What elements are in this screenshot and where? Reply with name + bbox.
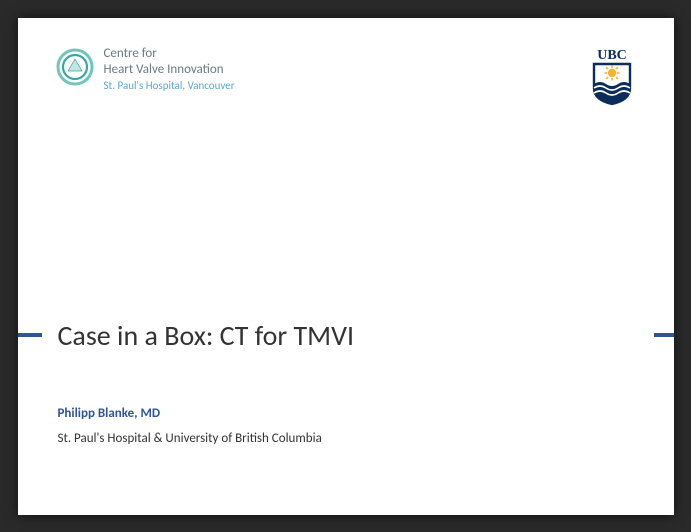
title-row: Case in a Box: CT for TMVI (18, 318, 674, 353)
slide: Centre for Heart Valve Innovation St. Pa… (18, 18, 674, 515)
accent-bar-right (654, 333, 674, 337)
org-text: Centre for Heart Valve Innovation St. Pa… (104, 46, 235, 93)
org-line2: Heart Valve Innovation (104, 62, 235, 78)
org-line1: Centre for (104, 46, 235, 62)
org-block: Centre for Heart Valve Innovation St. Pa… (56, 46, 235, 93)
org-line3: St. Paul's Hospital, Vancouver (104, 79, 235, 93)
accent-bar-left (18, 333, 42, 337)
author-block: Philipp Blanke, MD St. Paul's Hospital &… (58, 406, 322, 446)
slide-title: Case in a Box: CT for TMVI (42, 318, 371, 353)
slide-header: Centre for Heart Valve Innovation St. Pa… (56, 46, 636, 111)
author-name: Philipp Blanke, MD (58, 406, 322, 421)
svg-text:UBC: UBC (597, 48, 627, 63)
heart-valve-innovation-logo-icon (56, 48, 94, 91)
title-zone: Case in a Box: CT for TMVI (18, 318, 674, 353)
author-affiliation: St. Paul's Hospital & University of Brit… (58, 431, 322, 446)
ubc-logo-icon: UBC (588, 46, 636, 111)
